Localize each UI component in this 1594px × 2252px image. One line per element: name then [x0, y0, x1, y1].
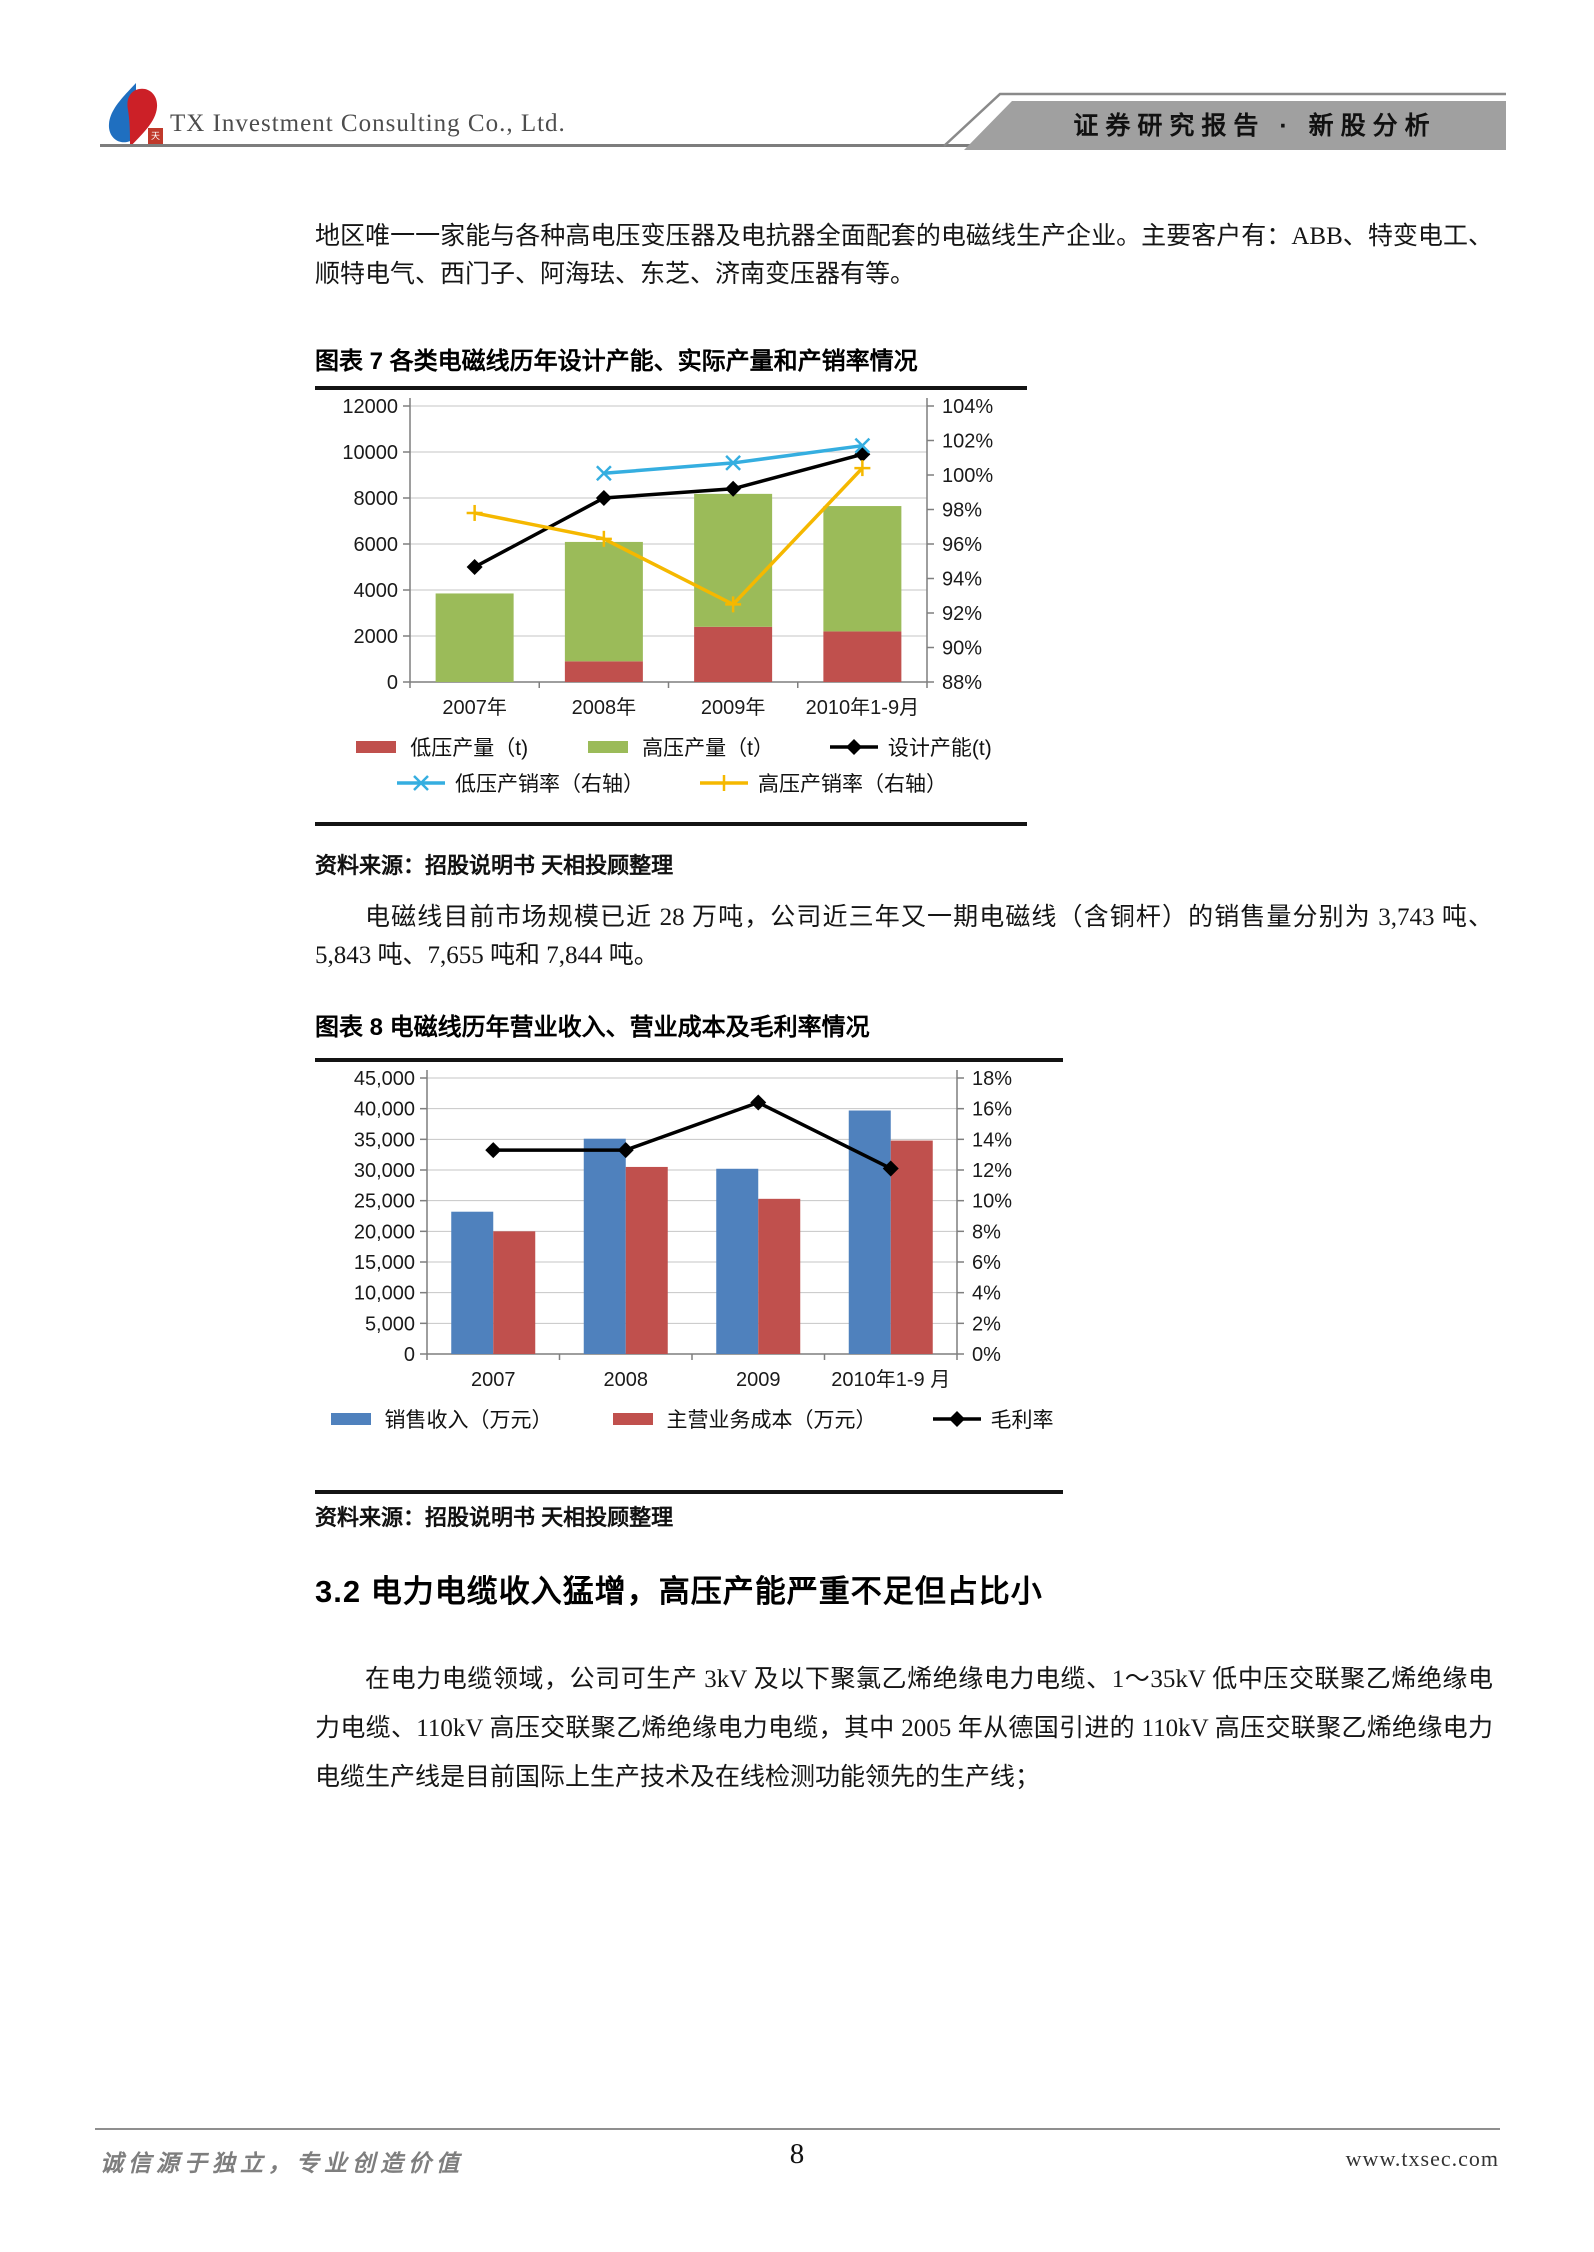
paragraph-power-cable: 在电力电缆领域，公司可生产 3kV 及以下聚氯乙烯绝缘电力电缆、1～35kV 低…	[315, 1666, 1493, 1791]
legend-item: 低压产量（t)	[350, 732, 528, 762]
svg-text:25,000: 25,000	[354, 1191, 415, 1213]
footer-divider	[95, 2128, 1500, 2130]
svg-text:45,000: 45,000	[354, 1068, 415, 1090]
svg-text:96%: 96%	[942, 534, 982, 556]
svg-text:0: 0	[404, 1344, 415, 1366]
company-name: TX Investment Consulting Co., Ltd.	[170, 110, 566, 137]
svg-text:5,000: 5,000	[365, 1313, 415, 1335]
legend-label: 高压产销率（右轴）	[758, 773, 947, 796]
figure7-plot-area: 0 2000 4000 6000 8000 10000 12000 88% 90% 92% 94% 9…	[315, 390, 1027, 726]
svg-text:94%: 94%	[942, 569, 982, 591]
svg-text:2009年: 2009年	[701, 696, 766, 719]
svg-text:4%: 4%	[972, 1283, 1001, 1305]
svg-text:10000: 10000	[342, 442, 398, 464]
figure8-legend: 销售收入（万元） 主营业务成本（万元） 毛利率	[315, 1404, 1063, 1434]
figure8-source: 资料来源：招股说明书 天相投顾整理	[315, 1505, 674, 1530]
legend-item: 主营业务成本（万元）	[607, 1404, 877, 1434]
paragraph-emag-clients: 地区唯一一家能与各种高电压变压器及电抗器全面配套的电磁线生产企业。主要客户有：A…	[315, 223, 1493, 288]
legend-item: 设计产能(t)	[828, 732, 992, 762]
legend-bar-swatch-icon	[330, 1413, 371, 1425]
legend-label: 低压产量（t)	[410, 737, 529, 760]
legend-bar-swatch-icon	[588, 741, 629, 753]
page-number: 8	[789, 2138, 805, 2170]
svg-text:0%: 0%	[972, 1344, 1001, 1366]
company-logo-icon	[100, 82, 164, 148]
legend-label: 设计产能(t)	[887, 737, 992, 760]
svg-text:15,000: 15,000	[354, 1252, 415, 1274]
svg-text:0: 0	[387, 672, 398, 694]
section-heading-3-2: 3.2 电力电缆收入猛增，高压产能严重不足但占比小	[315, 1574, 1043, 1609]
chart-legend-row: 销售收入（万元） 主营业务成本（万元） 毛利率	[315, 1404, 1063, 1434]
svg-text:100%: 100%	[942, 465, 993, 487]
website-url: www.txsec.com	[1345, 2146, 1499, 2171]
figure8-title: 图表 8 电磁线历年营业收入、营业成本及毛利率情况	[315, 1014, 870, 1041]
svg-text:88%: 88%	[942, 672, 982, 694]
svg-text:2007年: 2007年	[442, 696, 507, 719]
figure8-plot-area: 0 5,000 10,000 15,000 20,000 25,000 30,000 35,0…	[315, 1062, 1063, 1398]
chart-legend-row: 低压产销率（右轴） 高压产销率（右轴）	[315, 768, 1027, 798]
svg-text:4000: 4000	[354, 580, 399, 602]
svg-text:2008年: 2008年	[572, 696, 637, 719]
legend-label: 低压产销率（右轴）	[455, 773, 644, 796]
legend-bar-swatch-icon	[612, 1413, 653, 1425]
svg-text:8000: 8000	[354, 488, 399, 510]
svg-text:35,000: 35,000	[354, 1129, 415, 1151]
svg-text:20,000: 20,000	[354, 1221, 415, 1243]
figure8-chart: 0 5,000 10,000 15,000 20,000 25,000 30,000 35,0…	[315, 1058, 1063, 1494]
legend-item: 高压产销率（右轴）	[698, 768, 947, 798]
svg-text:90%: 90%	[942, 638, 982, 660]
chart-canvas: 0 5,000 10,000 15,000 20,000 25,000 30,000 35,0…	[354, 1068, 1012, 1391]
svg-text:102%: 102%	[942, 431, 993, 453]
legend-line-swatch-icon	[397, 775, 445, 791]
legend-label: 销售收入（万元）	[384, 1409, 553, 1432]
svg-text:12000: 12000	[342, 396, 398, 418]
svg-text:8%: 8%	[972, 1221, 1001, 1243]
svg-text:10%: 10%	[972, 1191, 1012, 1213]
chart-canvas: 0 2000 4000 6000 8000 10000 12000 88% 90% 92% 94% 9…	[342, 396, 993, 719]
svg-text:2010年1-9月: 2010年1-9月	[806, 696, 919, 719]
paragraph-emag-market: 电磁线目前市场规模已近 28 万吨，公司近三年又一期电磁线（含铜杆）的销售量分别…	[315, 904, 1493, 969]
figure7-chart: 0 2000 4000 6000 8000 10000 12000 88% 90% 92% 94% 9…	[315, 386, 1027, 826]
seal-icon: 天	[148, 128, 163, 145]
legend-item: 毛利率	[931, 1404, 1054, 1434]
chart-legend-row: 低压产量（t) 高压产量（t） 设计产能(t)	[315, 732, 1027, 762]
footer-slogan: 诚信源于独立，专业创造价值	[100, 2151, 464, 2176]
figure7-legend: 低压产量（t) 高压产量（t） 设计产能(t) 低压产销率（右轴） 高压产销率（右轴）	[315, 732, 1027, 798]
svg-text:40,000: 40,000	[354, 1099, 415, 1121]
svg-text:2009: 2009	[736, 1369, 781, 1391]
svg-text:2008: 2008	[604, 1369, 649, 1391]
svg-text:30,000: 30,000	[354, 1160, 415, 1182]
figure7-source: 资料来源：招股说明书 天相投顾整理	[315, 853, 674, 878]
svg-text:92%: 92%	[942, 603, 982, 625]
legend-label: 高压产量（t）	[642, 737, 774, 760]
legend-item: 销售收入（万元）	[325, 1404, 553, 1434]
legend-line-swatch-icon	[700, 775, 748, 791]
svg-text:2010年1-9 月: 2010年1-9 月	[831, 1368, 950, 1391]
legend-item: 低压产销率（右轴）	[395, 768, 644, 798]
svg-text:10,000: 10,000	[354, 1283, 415, 1305]
header-divider	[100, 144, 1020, 147]
legend-label: 毛利率	[990, 1409, 1054, 1432]
svg-text:6%: 6%	[972, 1252, 1001, 1274]
svg-text:104%: 104%	[942, 396, 993, 418]
legend-line-swatch-icon	[829, 739, 878, 755]
legend-bar-swatch-icon	[356, 741, 397, 753]
report-type-banner	[940, 88, 1510, 152]
svg-text:16%: 16%	[972, 1099, 1012, 1121]
svg-text:18%: 18%	[972, 1068, 1012, 1090]
svg-text:2007: 2007	[471, 1369, 516, 1391]
svg-text:14%: 14%	[972, 1129, 1012, 1151]
svg-text:12%: 12%	[972, 1160, 1012, 1182]
figure7-title: 图表 7 各类电磁线历年设计产能、实际产量和产销率情况	[315, 348, 918, 375]
report-type-label: 证券研究报告 · 新股分析	[1073, 112, 1437, 140]
legend-label: 主营业务成本（万元）	[666, 1409, 877, 1432]
svg-text:2000: 2000	[354, 626, 399, 648]
legend-line-swatch-icon	[932, 1411, 981, 1427]
legend-item: 高压产量（t）	[582, 732, 774, 762]
svg-text:98%: 98%	[942, 500, 982, 522]
svg-text:2%: 2%	[972, 1313, 1001, 1335]
svg-text:6000: 6000	[354, 534, 399, 556]
